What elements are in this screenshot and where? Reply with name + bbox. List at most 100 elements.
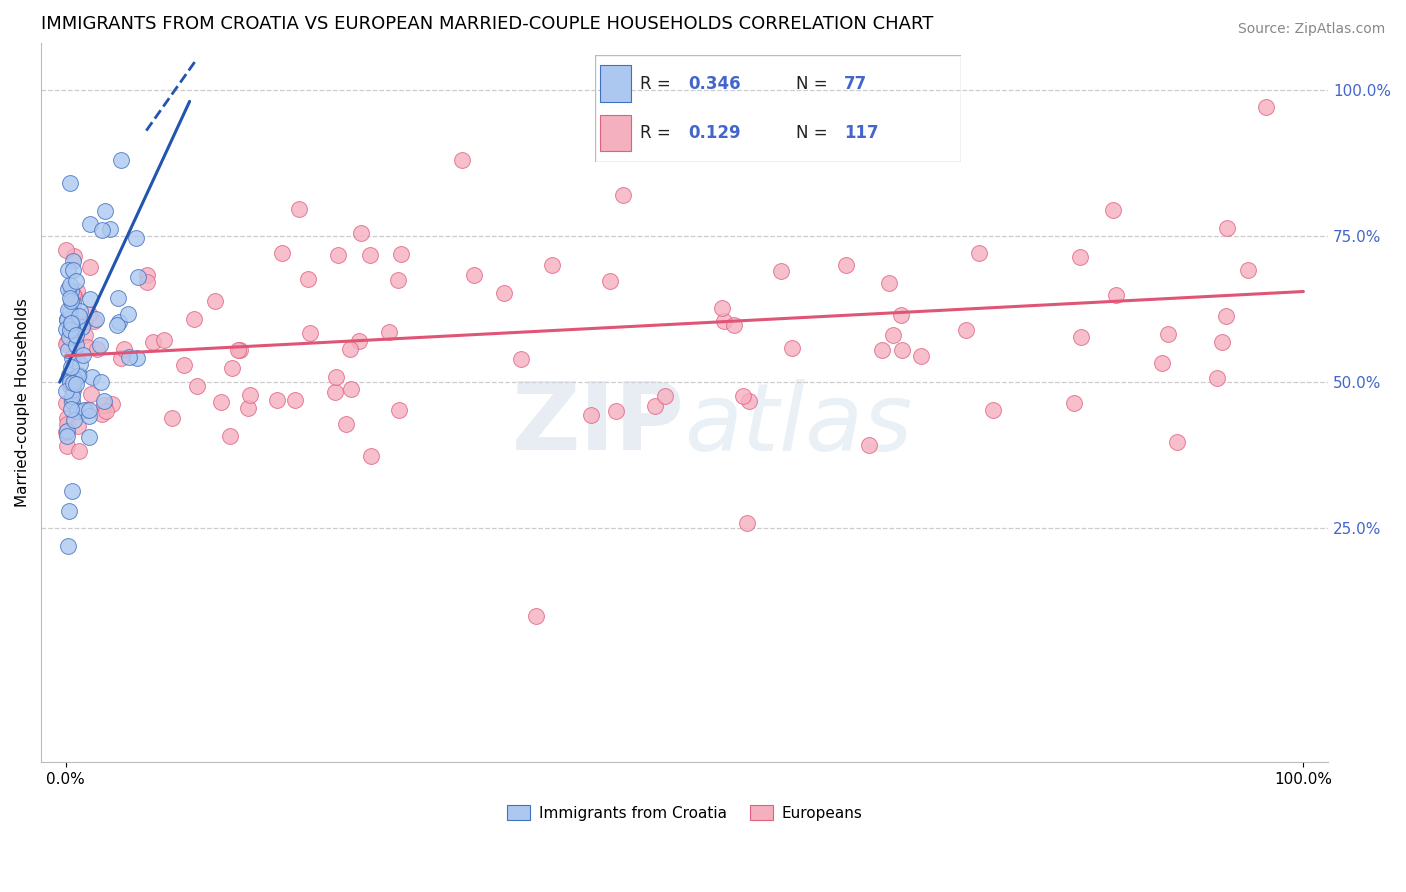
Point [967, 246, 990, 260]
Point [56, 335, 79, 350]
Point [1211, 335, 1233, 350]
Point [79, 409, 101, 423]
Point [1069, 251, 1091, 265]
Point [323, 384, 346, 399]
Point [335, 417, 357, 432]
Point [66, 284, 89, 298]
Point [769, 263, 792, 277]
Point [541, 258, 564, 272]
Point [86, 342, 108, 356]
Point [93, 398, 115, 412]
Point [870, 343, 893, 358]
Point [56, 417, 79, 431]
Point [58, 539, 80, 553]
Point [55, 337, 77, 351]
Point [60, 351, 83, 365]
Point [125, 351, 148, 365]
Point [93, 394, 115, 409]
Point [360, 449, 382, 463]
Point [101, 397, 124, 411]
Point [82, 369, 104, 384]
Point [105, 318, 128, 332]
Point [209, 394, 232, 409]
Point [62, 296, 84, 310]
Point [389, 247, 412, 261]
Point [879, 276, 901, 290]
Point [79, 292, 101, 306]
Point [55, 311, 77, 326]
Point [118, 350, 141, 364]
Point [236, 401, 259, 415]
Point [510, 351, 533, 366]
Point [59, 376, 82, 390]
Point [70, 404, 93, 418]
Point [388, 402, 411, 417]
Point [723, 318, 745, 333]
Point [79, 217, 101, 231]
Point [835, 258, 858, 272]
Point [84, 311, 107, 326]
Point [780, 342, 803, 356]
Point [1256, 100, 1278, 114]
Point [284, 392, 307, 407]
Point [60, 316, 83, 330]
Point [288, 202, 311, 216]
Point [55, 410, 77, 425]
Point [55, 313, 77, 327]
Point [738, 394, 761, 409]
Point [524, 609, 547, 624]
Point [65, 338, 87, 352]
Point [183, 311, 205, 326]
Point [136, 275, 159, 289]
Point [981, 403, 1004, 417]
Point [65, 376, 87, 391]
Point [90, 223, 112, 237]
Point [239, 388, 262, 402]
Point [1102, 202, 1125, 217]
Point [271, 245, 294, 260]
Point [96, 404, 118, 418]
Point [599, 274, 621, 288]
Point [266, 392, 288, 407]
Point [1063, 396, 1085, 410]
Point [229, 343, 252, 357]
Point [90, 375, 112, 389]
Point [59, 304, 82, 318]
Point [1216, 220, 1239, 235]
Point [713, 313, 735, 327]
Point [67, 369, 90, 384]
Point [62, 263, 84, 277]
Point [62, 376, 84, 391]
Point [62, 253, 84, 268]
Point [72, 348, 94, 362]
Point [160, 410, 183, 425]
Point [204, 294, 226, 309]
Point [221, 360, 243, 375]
Point [349, 334, 371, 348]
Point [326, 248, 349, 262]
Text: Source: ZipAtlas.com: Source: ZipAtlas.com [1237, 22, 1385, 37]
Point [882, 327, 904, 342]
Point [325, 370, 347, 384]
Point [60, 393, 83, 408]
Text: ZIP: ZIP [512, 378, 685, 470]
Point [359, 248, 381, 262]
Point [80, 387, 103, 401]
Point [644, 399, 666, 413]
Point [110, 351, 132, 365]
Point [59, 277, 82, 292]
Point [66, 418, 89, 433]
Point [72, 315, 94, 329]
Point [55, 424, 77, 438]
Point [56, 439, 79, 453]
Point [62, 383, 84, 397]
Point [66, 318, 89, 333]
Point [69, 357, 91, 371]
Point [218, 428, 240, 442]
Point [492, 286, 515, 301]
Point [83, 314, 105, 328]
Point [58, 330, 80, 344]
Point [66, 404, 89, 418]
Y-axis label: Married-couple Households: Married-couple Households [15, 298, 30, 507]
Point [62, 373, 84, 387]
